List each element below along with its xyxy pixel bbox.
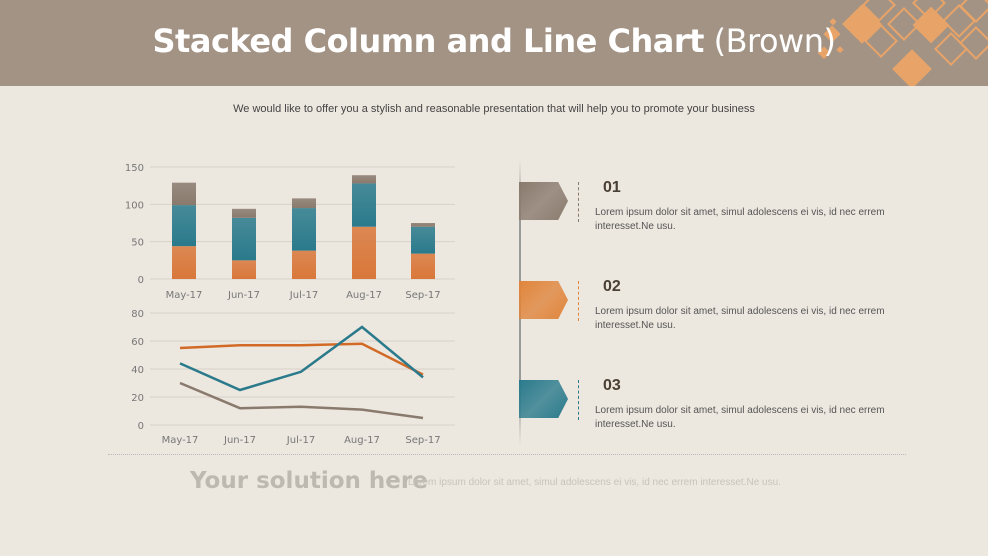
series-line <box>179 381 424 420</box>
bar-segment <box>232 260 256 279</box>
x-tick-label: Jul-17 <box>289 290 318 301</box>
dashed-divider <box>578 182 579 222</box>
dashed-divider <box>578 380 579 420</box>
y-tick-label: 0 <box>138 421 144 432</box>
y-tick-label: 100 <box>125 200 144 211</box>
subtitle: We would like to offer you a stylish and… <box>233 103 755 115</box>
item-number: 03 <box>603 377 621 394</box>
bar-segment <box>352 226 376 279</box>
x-tick-label: Jun-17 <box>227 290 260 301</box>
y-tick-label: 150 <box>125 163 144 174</box>
list-item: 02 Lorem ipsum dolor sit amet, simul ado… <box>519 278 919 341</box>
flag-icon <box>519 281 568 319</box>
series-line <box>179 325 424 392</box>
bar-segment <box>411 226 435 254</box>
x-tick-label: Sep-17 <box>405 435 440 446</box>
bar-segment <box>352 183 376 227</box>
item-text: Lorem ipsum dolor sit amet, simul adoles… <box>595 207 885 232</box>
header-banner: Stacked Column and Line Chart (Brown) <box>0 0 988 86</box>
y-tick-label: 0 <box>138 275 144 286</box>
y-tick-label: 20 <box>131 393 144 404</box>
footer-text: Lorem ipsum dolor sit amet, simul adoles… <box>408 477 781 488</box>
bar-segment <box>232 217 256 261</box>
dashed-divider <box>578 281 579 321</box>
bar-segment <box>172 205 196 247</box>
x-tick-label: May-17 <box>166 290 203 301</box>
item-text: Lorem ipsum dolor sit amet, simul adoles… <box>595 405 885 430</box>
y-tick-label: 80 <box>131 309 144 320</box>
flag-icon <box>519 182 568 220</box>
y-tick-label: 60 <box>131 337 144 348</box>
page-title: Stacked Column and Line Chart (Brown) <box>152 22 836 60</box>
bar-segment <box>292 198 316 209</box>
y-tick-label: 50 <box>131 238 144 249</box>
diamond-decoration-icon <box>817 0 988 86</box>
footer-title: Your solution here <box>190 468 428 494</box>
bar-segment <box>292 208 316 251</box>
list-item: 01 Lorem ipsum dolor sit amet, simul ado… <box>519 179 919 242</box>
list-item: 03 Lorem ipsum dolor sit amet, simul ado… <box>519 377 919 440</box>
bar-segment <box>292 250 316 279</box>
x-tick-label: Aug-17 <box>344 435 380 446</box>
item-number: 01 <box>603 179 621 196</box>
x-tick-label: Jul-17 <box>286 435 315 446</box>
bar-segment <box>411 223 435 227</box>
item-text: Lorem ipsum dolor sit amet, simul adoles… <box>595 306 885 331</box>
x-tick-label: Sep-17 <box>405 290 440 301</box>
divider <box>108 454 906 455</box>
series-line <box>179 342 424 376</box>
bar-segment <box>172 246 196 279</box>
x-tick-label: Aug-17 <box>346 290 382 301</box>
x-tick-label: Jun-17 <box>223 435 256 446</box>
y-tick-label: 40 <box>131 365 144 376</box>
bar-segment <box>172 182 196 206</box>
bar-segment <box>352 175 376 184</box>
item-number: 02 <box>603 278 621 295</box>
bar-segment <box>411 253 435 279</box>
x-tick-label: May-17 <box>162 435 199 446</box>
flag-icon <box>519 380 568 418</box>
bar-segment <box>232 208 256 218</box>
